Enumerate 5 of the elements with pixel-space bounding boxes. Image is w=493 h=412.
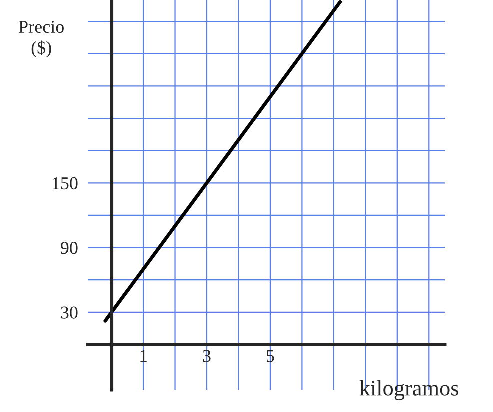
y-tick-label: 90 — [60, 242, 78, 254]
y-tick-label: 150 — [52, 177, 78, 190]
y-axis-title: Precio ($) — [19, 20, 64, 58]
x-axis-title: kilogramos — [360, 380, 458, 400]
y-tick-label: 30 — [61, 306, 78, 319]
